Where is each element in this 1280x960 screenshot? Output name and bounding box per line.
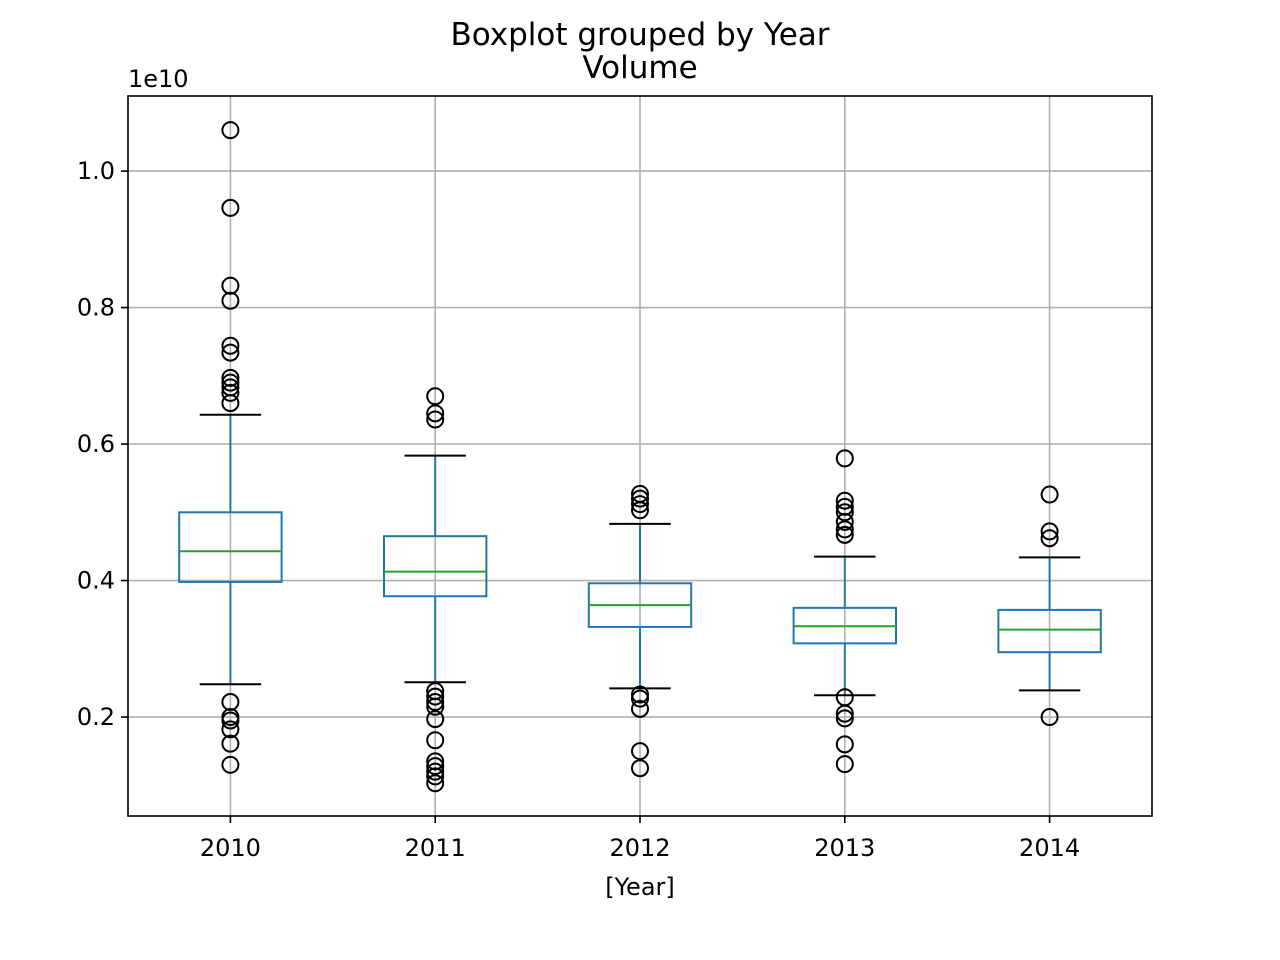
outlier-point bbox=[631, 501, 649, 520]
iqr-box bbox=[178, 511, 283, 583]
outlier-point bbox=[426, 387, 445, 406]
y-offset-label: 1e10 bbox=[128, 65, 189, 93]
outlier-point bbox=[835, 755, 854, 774]
outlier-point bbox=[631, 759, 649, 778]
outlier-point bbox=[1040, 522, 1059, 541]
outlier-point bbox=[221, 336, 240, 355]
x-tick-label: 2014 bbox=[1019, 834, 1080, 862]
outlier-point bbox=[631, 689, 649, 708]
box-2014 bbox=[997, 485, 1102, 727]
outlier-point bbox=[221, 383, 240, 402]
y-tick-label: 0.2 bbox=[77, 703, 115, 731]
outlier-point bbox=[835, 735, 854, 754]
outlier-point bbox=[1040, 485, 1059, 504]
box-2011 bbox=[383, 387, 488, 793]
box-series bbox=[178, 121, 1102, 793]
outlier-point bbox=[631, 495, 649, 514]
outlier-point bbox=[835, 704, 854, 723]
outlier-point bbox=[835, 709, 854, 728]
grid-lines bbox=[128, 96, 1152, 816]
outlier-point bbox=[426, 757, 445, 776]
outlier-point bbox=[426, 731, 445, 750]
outlier-point bbox=[835, 503, 854, 522]
outlier-point bbox=[221, 291, 240, 310]
x-axis-ticks: 2010 2011 2012 2013 2014 bbox=[200, 816, 1080, 862]
outlier-point bbox=[631, 699, 649, 718]
outlier-point bbox=[835, 520, 854, 539]
outlier-point bbox=[221, 734, 240, 753]
outlier-point bbox=[835, 525, 854, 544]
x-tick-label: 2011 bbox=[405, 834, 466, 862]
y-axis-ticks: 0.2 0.4 0.6 0.8 1.0 bbox=[77, 157, 128, 731]
outlier-point bbox=[426, 774, 445, 793]
outlier-point bbox=[426, 710, 445, 729]
iqr-box bbox=[383, 535, 488, 598]
box-2013 bbox=[792, 449, 897, 774]
outlier-point bbox=[426, 410, 445, 429]
y-tick-label: 0.4 bbox=[77, 567, 115, 595]
outlier-point bbox=[835, 491, 854, 510]
outlier-point bbox=[426, 697, 445, 716]
outlier-point bbox=[221, 711, 240, 730]
outlier-point bbox=[221, 720, 240, 739]
outlier-point bbox=[631, 489, 649, 508]
outlier-point bbox=[221, 394, 240, 413]
outlier-point bbox=[426, 693, 445, 712]
outlier-point bbox=[1040, 529, 1059, 548]
box-2012 bbox=[587, 484, 693, 778]
x-tick-label: 2012 bbox=[609, 834, 670, 862]
x-axis-label: [Year] bbox=[605, 873, 675, 901]
outlier-point bbox=[835, 512, 854, 531]
chart-suptitle: Boxplot grouped by Year bbox=[450, 17, 829, 53]
outlier-point bbox=[221, 755, 240, 774]
outlier-point bbox=[221, 373, 240, 392]
outlier-point bbox=[835, 449, 854, 468]
y-tick-label: 0.6 bbox=[77, 430, 115, 458]
outlier-point bbox=[426, 404, 445, 423]
x-tick-label: 2013 bbox=[814, 834, 875, 862]
outlier-point bbox=[221, 121, 240, 140]
outlier-point bbox=[426, 762, 445, 781]
chart-title: Volume bbox=[582, 50, 697, 86]
outlier-point bbox=[426, 687, 445, 706]
outlier-point bbox=[631, 742, 649, 761]
outlier-point bbox=[221, 198, 240, 217]
outlier-point bbox=[1040, 708, 1059, 727]
x-tick-label: 2010 bbox=[200, 834, 261, 862]
y-tick-label: 0.8 bbox=[77, 294, 115, 322]
outlier-point bbox=[221, 343, 240, 362]
box-2010 bbox=[178, 121, 283, 774]
y-tick-label: 1.0 bbox=[77, 157, 115, 185]
iqr-box bbox=[997, 608, 1102, 654]
outlier-point bbox=[426, 767, 445, 786]
